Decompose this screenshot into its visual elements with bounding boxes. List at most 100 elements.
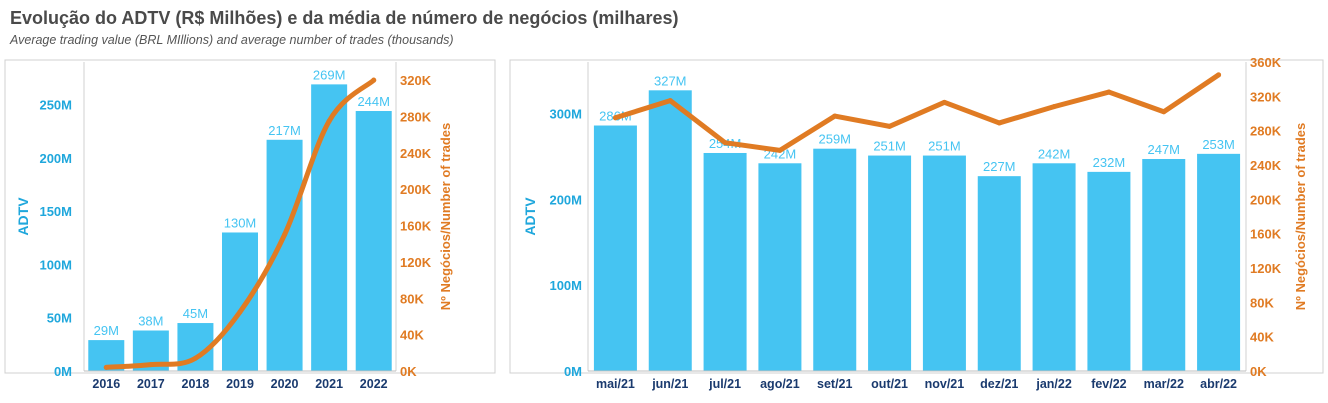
chart1-bar — [222, 232, 258, 371]
chart1-trades-point — [103, 364, 109, 370]
chart2-y2tick-label: 80K — [1250, 295, 1274, 310]
chart2-ytick-label: 300M — [549, 107, 582, 122]
chart2-bar — [868, 155, 912, 371]
chart1-trades-point — [148, 362, 154, 368]
chart1-ytick-label: 0M — [54, 364, 72, 379]
chart2-bar — [813, 148, 857, 371]
chart2-xtick-label: abr/22 — [1200, 377, 1237, 391]
chart1-y2tick-label: 240K — [400, 146, 432, 161]
chart1-y2tick-label: 280K — [400, 110, 432, 125]
chart2-trades-point — [777, 147, 783, 153]
chart1-xtick-label: 2020 — [271, 377, 299, 391]
chart1-bar-data-label: 130M — [224, 215, 257, 230]
chart1-y2tick-label: 200K — [400, 182, 432, 197]
chart2-bar-data-label: 251M — [928, 139, 961, 154]
chart2-xtick-label: jul/21 — [708, 377, 741, 391]
chart2-xtick-label: ago/21 — [760, 377, 800, 391]
chart2-trades-point — [832, 113, 838, 119]
chart1-trades-point — [282, 232, 288, 238]
chart1-trades-point — [326, 118, 332, 124]
chart2-trades-point — [1216, 72, 1222, 78]
chart2-y2tick-label: 40K — [1250, 330, 1274, 345]
chart2-xtick-label: jan/22 — [1035, 377, 1071, 391]
chart2-trades-point — [941, 99, 947, 105]
chart2-bar-data-label: 242M — [1038, 146, 1071, 161]
chart1-trades-point — [192, 355, 198, 361]
chart1-bar — [355, 111, 392, 371]
chart2-trades-point — [667, 98, 673, 104]
chart1-ytick-label: 250M — [39, 98, 72, 113]
chart1-ytick-label: 200M — [39, 151, 72, 166]
chart1-bar-data-label: 269M — [313, 67, 346, 82]
chart1-y2tick-label: 120K — [400, 255, 432, 270]
chart1-ytick-label: 100M — [39, 257, 72, 272]
chart2-trades-point — [887, 123, 893, 129]
chart1-y2tick-label: 0K — [400, 364, 417, 379]
chart2-y2tick-label: 280K — [1250, 124, 1282, 139]
chart1-trades-point — [371, 77, 377, 83]
chart1-xtick-label: 2018 — [182, 377, 210, 391]
chart1-bar-data-label: 244M — [357, 94, 390, 109]
chart1-xtick-label: 2017 — [137, 377, 165, 391]
chart2-ytick-label: 100M — [549, 278, 582, 293]
chart2-frame — [509, 59, 1324, 374]
chart2-trades-point — [996, 120, 1002, 126]
chart2-trades-point — [612, 115, 618, 121]
chart1-y2tick-label: 40K — [400, 328, 424, 343]
chart2-bar-data-label: 232M — [1093, 155, 1126, 170]
chart2-bar — [1142, 158, 1186, 371]
chart2-ytick-label: 0M — [564, 364, 582, 379]
chart1-bar-data-label: 217M — [268, 123, 301, 138]
chart2-y2tick-label: 120K — [1250, 261, 1282, 276]
chart2-xtick-label: mai/21 — [596, 377, 635, 391]
chart2-y2tick-label: 360K — [1250, 55, 1282, 70]
chart1-y2tick-label: 80K — [400, 291, 424, 306]
chart1-bar — [311, 84, 348, 372]
chart2-bar — [977, 176, 1021, 371]
chart1-ylabel: ADTV — [15, 197, 31, 236]
chart2-y2tick-label: 240K — [1250, 158, 1282, 173]
chart2-trades-point — [1051, 104, 1057, 110]
chart2-bar — [648, 90, 692, 371]
chart2-bar-data-label: 253M — [1202, 137, 1235, 152]
chart1-ytick-label: 150M — [39, 204, 72, 219]
chart2-bar — [758, 163, 802, 371]
chart1-bar-data-label: 29M — [94, 323, 119, 338]
chart1-y2tick-label: 160K — [400, 219, 432, 234]
chart2-bar — [922, 155, 966, 371]
chart2-bar-data-label: 327M — [654, 73, 687, 88]
chart2-trades-point — [1161, 109, 1167, 115]
chart2-xtick-label: nov/21 — [925, 377, 965, 391]
chart2-trades-line — [612, 72, 1222, 153]
page-subtitle: Average trading value (BRL MIllions) and… — [10, 33, 454, 47]
chart1-bar-data-label: 38M — [138, 314, 163, 329]
chart2-xtick-label: out/21 — [871, 377, 908, 391]
page-title: Evolução do ADTV (R$ Milhões) e da média… — [10, 8, 679, 28]
chart1-frame — [4, 59, 496, 374]
chart1-xtick-label: 2021 — [315, 377, 343, 391]
chart2-bar — [703, 152, 747, 371]
chart2-y2tick-label: 320K — [1250, 89, 1282, 104]
chart1-ytick-label: 50M — [47, 311, 72, 326]
chart1-xtick-label: 2022 — [360, 377, 388, 391]
chart2-bar-data-label: 259M — [818, 132, 851, 147]
chart2-xtick-label: mar/22 — [1144, 377, 1184, 391]
chart2-trades-point — [1106, 89, 1112, 95]
chart2-xtick-label: fev/22 — [1091, 377, 1126, 391]
chart1-xtick-label: 2019 — [226, 377, 254, 391]
chart1-trades-point — [237, 309, 243, 315]
chart2-xtick-label: set/21 — [817, 377, 852, 391]
chart1-bar-data-label: 45M — [183, 306, 208, 321]
chart2-y2tick-label: 0K — [1250, 364, 1267, 379]
chart2-xtick-label: dez/21 — [980, 377, 1018, 391]
chart1-y2tick-label: 320K — [400, 73, 432, 88]
chart2-trades-point — [722, 140, 728, 146]
chart2-bar-data-label: 251M — [873, 139, 906, 154]
chart2-bar — [1197, 153, 1241, 371]
chart1-y2label: Nº Negócios/Number of trades — [438, 123, 453, 311]
chart2-bar-data-label: 227M — [983, 159, 1016, 174]
chart2-y2label: Nº Negócios/Number of trades — [1293, 123, 1308, 311]
chart2-bar — [593, 125, 637, 372]
chart2-bar — [1087, 171, 1131, 371]
chart2-xtick-label: jun/21 — [651, 377, 688, 391]
